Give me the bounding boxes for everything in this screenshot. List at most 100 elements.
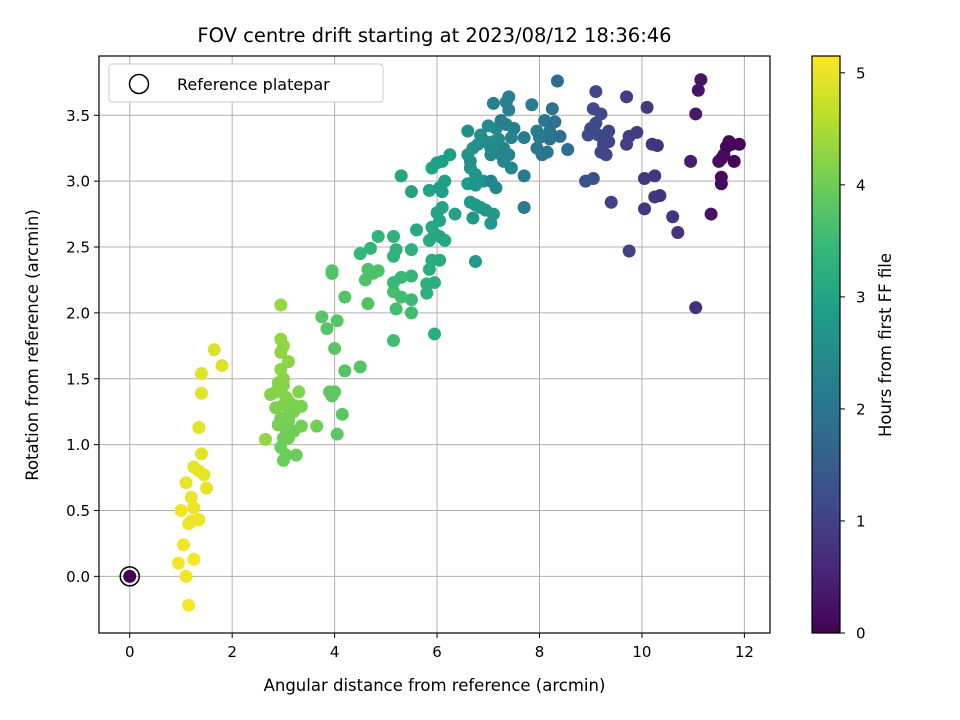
data-point — [410, 223, 424, 237]
data-point — [517, 169, 531, 183]
data-point — [648, 169, 662, 183]
data-point — [525, 98, 539, 112]
colorbar-tick-label: 1 — [856, 512, 866, 530]
data-point — [404, 243, 418, 257]
data-point — [550, 74, 564, 88]
y-tick-label: 0.5 — [66, 502, 90, 520]
colorbar-tick-label: 0 — [856, 625, 866, 643]
x-tick-label: 6 — [432, 643, 442, 661]
data-point — [361, 262, 375, 276]
data-point — [394, 290, 408, 304]
data-point — [638, 202, 652, 216]
data-point — [353, 247, 367, 261]
data-point — [404, 293, 418, 307]
plot-area — [99, 56, 770, 633]
x-axis-label: Angular distance from reference (arcmin) — [264, 676, 606, 695]
data-point — [602, 135, 616, 149]
data-point — [187, 460, 201, 474]
data-point — [192, 513, 206, 527]
data-point — [330, 314, 344, 328]
legend-label: Reference platepar — [177, 75, 330, 94]
data-point — [428, 327, 441, 341]
data-point — [599, 148, 613, 162]
data-point — [494, 114, 508, 128]
data-point — [315, 310, 329, 324]
data-point — [543, 132, 557, 146]
data-point — [489, 181, 503, 195]
data-points — [123, 73, 746, 612]
y-tick-label: 3.0 — [66, 173, 90, 191]
data-point — [207, 343, 221, 357]
data-point — [468, 255, 482, 269]
data-point — [387, 229, 401, 243]
data-point — [540, 145, 554, 159]
data-point — [182, 598, 196, 612]
data-point — [328, 341, 342, 355]
y-tick-label: 2.0 — [66, 304, 90, 322]
data-point — [545, 102, 559, 116]
colorbar — [811, 55, 841, 634]
data-point — [435, 185, 449, 199]
data-point — [443, 148, 457, 162]
data-point — [187, 552, 201, 566]
data-point — [435, 200, 449, 214]
data-point — [502, 90, 516, 104]
data-point — [689, 107, 703, 121]
data-point — [338, 364, 352, 378]
data-point — [289, 448, 303, 462]
legend: Reference platepar — [108, 63, 384, 103]
data-point — [714, 177, 728, 191]
data-point — [363, 241, 377, 255]
data-point — [353, 360, 367, 374]
data-point — [194, 366, 208, 380]
data-point — [517, 200, 531, 214]
data-point — [389, 302, 403, 316]
data-point — [604, 195, 618, 209]
data-point — [438, 233, 452, 247]
data-point — [684, 154, 698, 168]
data-point — [371, 229, 385, 243]
data-point — [171, 556, 185, 570]
colorbar-tick-label: 3 — [856, 288, 866, 306]
x-tick-label: 12 — [735, 643, 754, 661]
data-point — [258, 432, 272, 446]
data-point — [586, 172, 600, 186]
data-point — [561, 143, 575, 157]
x-axis-ticks: 0 2 4 6 8 10 12 — [125, 633, 754, 661]
data-point — [194, 386, 208, 400]
y-tick-label: 3.5 — [66, 107, 90, 125]
data-point — [215, 359, 229, 373]
data-point — [184, 490, 198, 504]
data-point — [182, 517, 196, 531]
data-point — [394, 169, 408, 183]
data-point — [274, 345, 288, 359]
data-point — [192, 420, 206, 434]
data-point — [548, 115, 562, 129]
data-point — [422, 183, 436, 197]
data-point — [264, 388, 278, 402]
data-point — [653, 189, 667, 203]
y-axis-ticks: 0.0 0.5 1.0 1.5 2.0 2.5 3.0 3.5 — [66, 107, 99, 586]
colorbar-ticks: 0 1 2 3 4 5 — [840, 64, 866, 643]
data-point — [335, 407, 349, 421]
data-point — [694, 73, 708, 87]
x-tick-label: 8 — [535, 643, 545, 661]
data-point — [330, 427, 344, 441]
y-tick-label: 1.5 — [66, 370, 90, 388]
data-point — [276, 453, 290, 467]
data-point — [404, 269, 418, 283]
data-point — [274, 298, 288, 312]
data-point — [420, 286, 434, 300]
data-point — [179, 476, 193, 490]
data-point — [371, 264, 385, 278]
data-point — [650, 139, 664, 153]
data-point — [194, 447, 208, 461]
data-point — [719, 140, 733, 154]
colorbar-label: Hours from first FF file — [876, 253, 895, 437]
y-tick-label: 1.0 — [66, 436, 90, 454]
data-point — [174, 503, 188, 517]
data-point — [486, 96, 500, 110]
data-point — [461, 124, 475, 138]
data-point — [666, 210, 680, 224]
data-point — [602, 124, 616, 138]
